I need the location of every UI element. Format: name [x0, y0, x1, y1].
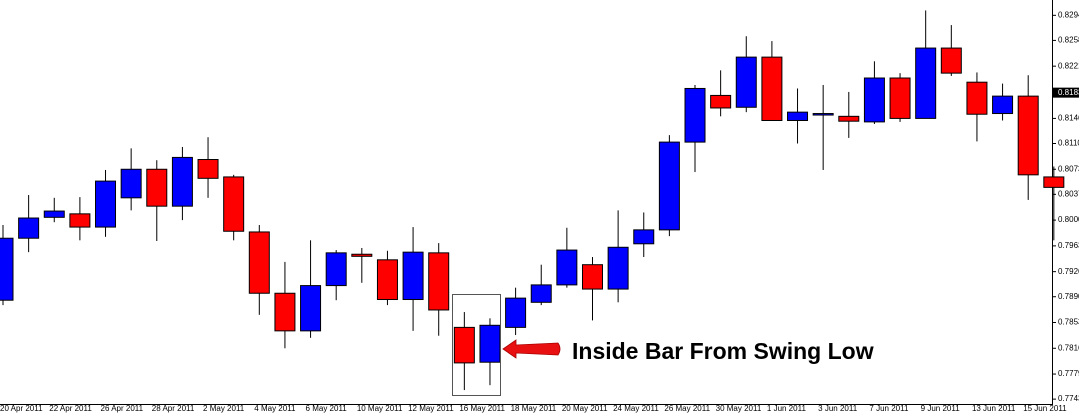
y-tick-label: 0.7816: [1058, 343, 1079, 352]
candle-body: [197, 159, 219, 179]
x-tick-label: 9 Jun 2011: [921, 404, 961, 413]
x-tick-label: 16 May 2011: [459, 404, 505, 413]
candle-body: [530, 284, 552, 303]
x-tick-label: 6 May 2011: [306, 404, 348, 413]
x-tick-label: 18 May 2011: [511, 404, 557, 413]
inside-bar-box: [452, 294, 501, 396]
candle-body: [658, 141, 680, 231]
annotation: Inside Bar From Swing Low: [572, 338, 874, 364]
y-tick-label: 0.7779: [1058, 369, 1079, 378]
candle-body: [376, 259, 398, 301]
candle-body: [69, 213, 91, 228]
candle-body: [863, 77, 885, 123]
candle-body: [146, 168, 168, 207]
candle-body: [351, 253, 373, 257]
x-tick-label: 20 Apr 2011: [0, 404, 43, 413]
candle-body: [889, 77, 911, 119]
candle-body: [325, 252, 347, 287]
candle-body: [505, 297, 527, 328]
x-tick-label: 24 May 2011: [613, 404, 659, 413]
candle-body: [1017, 95, 1039, 176]
y-tick-label: 0.8258: [1058, 36, 1079, 45]
candle-body: [248, 231, 270, 294]
candle-body: [43, 210, 65, 218]
x-tick-label: 7 Jun 2011: [869, 404, 909, 413]
y-tick-label: 0.8221: [1058, 61, 1079, 70]
candle-body: [633, 229, 655, 245]
last-price-label: 0.8183: [1058, 88, 1079, 97]
x-tick-label: 20 May 2011: [562, 404, 608, 413]
candle-body: [787, 111, 809, 122]
x-tick-label: 28 Apr 2011: [152, 404, 195, 413]
candle-body: [120, 168, 142, 199]
candle-body: [761, 56, 783, 122]
candle-body: [274, 292, 296, 332]
candle-body: [940, 47, 962, 74]
y-tick-label: 0.7963: [1058, 241, 1079, 250]
y-tick-label: 0.8294: [1058, 10, 1079, 19]
y-tick-label: 0.7926: [1058, 267, 1079, 276]
candle-body: [428, 252, 450, 311]
candle-body: [812, 113, 834, 116]
arrow: [502, 339, 561, 359]
candle-body: [992, 95, 1014, 115]
y-tick-label: 0.8037: [1058, 189, 1079, 198]
candle-body: [710, 94, 732, 109]
candle-body: [607, 246, 629, 290]
y-tick-label: 0.7743: [1058, 394, 1079, 403]
candle-body: [479, 324, 501, 363]
candle-body: [581, 264, 603, 290]
x-tick-label: 10 May 2011: [357, 404, 403, 413]
candle-body: [735, 56, 757, 108]
y-tick-label: 0.7853: [1058, 318, 1079, 327]
x-tick-label: 2 May 2011: [203, 404, 245, 413]
y-tick-label: 0.8146: [1058, 114, 1079, 123]
x-tick-label: 13 Jun 2011: [972, 404, 1016, 413]
candle-body: [0, 237, 14, 301]
x-tick-label: 12 May 2011: [408, 404, 454, 413]
candle-body: [915, 47, 937, 119]
x-tick-label: 15 Jun 2011: [1023, 404, 1067, 413]
x-tick-label: 30 May 2011: [716, 404, 762, 413]
x-tick-label: 22 Apr 2011: [49, 404, 92, 413]
candle-body: [838, 115, 860, 122]
x-tick-label: 1 Jun 2011: [767, 404, 807, 413]
x-tick-label: 4 May 2011: [254, 404, 296, 413]
candle-body: [300, 285, 322, 332]
candle-body: [18, 217, 40, 239]
candle-body: [966, 81, 988, 115]
candle-body: [402, 251, 424, 301]
candle-body: [171, 156, 193, 207]
last-price-box: [1053, 87, 1079, 98]
y-tick-label: 0.8073: [1058, 164, 1079, 173]
x-tick-label: 3 Jun 2011: [818, 404, 858, 413]
candle-body: [453, 326, 475, 364]
x-tick-label: 26 May 2011: [664, 404, 710, 413]
candle-body: [223, 176, 245, 232]
candle-body: [684, 87, 706, 143]
candle-body: [1043, 176, 1065, 188]
candle-body: [556, 249, 578, 286]
x-tick-label: 26 Apr 2011: [101, 404, 144, 413]
candle-body: [95, 180, 117, 228]
